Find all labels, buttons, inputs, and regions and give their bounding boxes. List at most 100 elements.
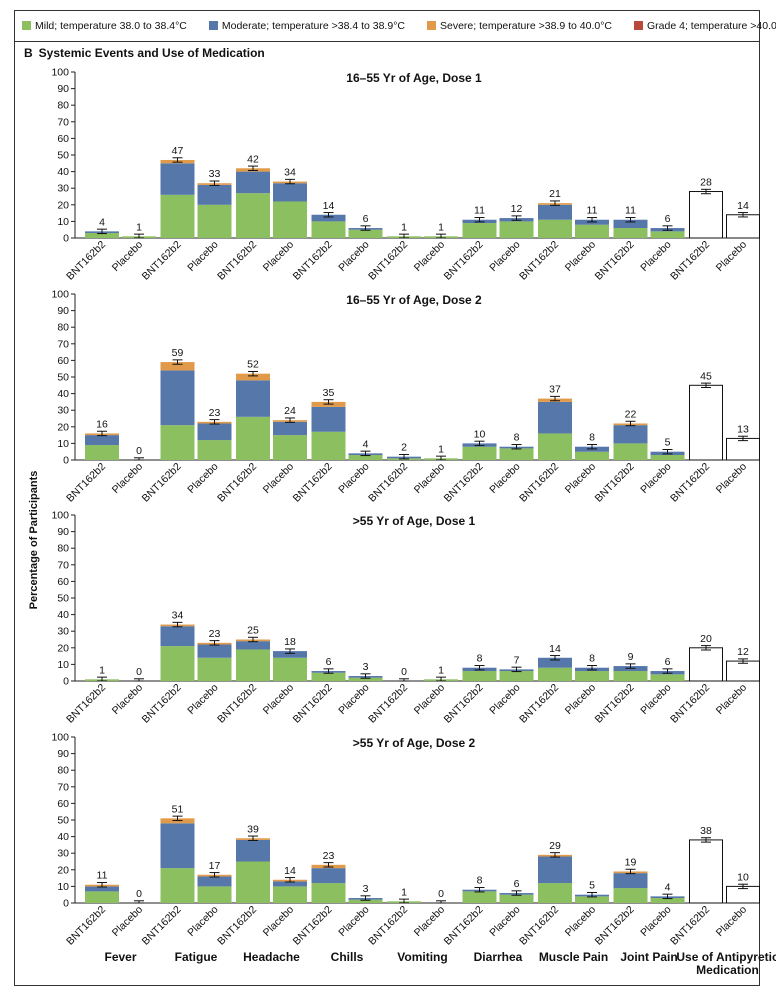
category-label: Medication: [696, 963, 759, 977]
bar-segment: [85, 233, 119, 238]
bar-outline: [689, 191, 723, 239]
chart-panel: >55 Yr of Age, Dose 10102030405060708090…: [51, 510, 760, 726]
x-tick-label: BNT162b2: [64, 239, 108, 283]
y-tick-label: 50: [57, 815, 69, 827]
x-tick-label: Placebo: [487, 461, 522, 496]
x-tick-label: Placebo: [487, 682, 522, 717]
bar-segment: [236, 193, 270, 238]
bar-segment: [613, 888, 648, 903]
data-label: 10: [737, 871, 749, 883]
bar-outline: [689, 839, 723, 904]
x-tick-label: Placebo: [412, 904, 447, 939]
bar-segment: [85, 891, 119, 903]
bar-segment: [236, 649, 270, 681]
data-label: 6: [326, 656, 332, 668]
bar-segment: [311, 868, 346, 884]
data-label: 13: [737, 423, 749, 435]
y-tick-label: 100: [51, 510, 69, 522]
chart-title: 16–55 Yr of Age, Dose 2: [346, 293, 482, 307]
bar-segment: [160, 163, 195, 195]
bar-segment: [538, 401, 572, 434]
x-tick-label: Placebo: [185, 461, 220, 496]
y-tick-label: 60: [57, 355, 69, 367]
data-label: 14: [323, 200, 335, 212]
legend-label: Grade 4; temperature >40.0°C: [647, 19, 776, 32]
x-tick-label: BNT162b2: [668, 461, 712, 505]
data-label: 5: [665, 437, 671, 449]
y-tick-label: 0: [63, 233, 69, 245]
bar-segment: [613, 873, 648, 889]
data-label: 5: [589, 880, 595, 892]
category-label: Fatigue: [175, 950, 218, 964]
y-tick-label: 20: [57, 864, 69, 876]
x-tick-label: Placebo: [714, 682, 749, 717]
category-label: Joint Pain: [620, 950, 677, 964]
data-label: 38: [700, 825, 712, 837]
data-label: 1: [438, 664, 444, 676]
category-label: Chills: [331, 950, 364, 964]
x-tick-label: Placebo: [638, 461, 673, 496]
y-tick-label: 40: [57, 166, 69, 178]
y-tick-label: 90: [57, 526, 69, 538]
bar-segment: [273, 651, 307, 658]
x-tick-label: BNT162b2: [215, 239, 259, 283]
bar-segment: [538, 883, 572, 903]
x-tick-label: BNT162b2: [593, 461, 637, 505]
data-label: 12: [511, 203, 523, 215]
x-tick-label: Placebo: [110, 904, 145, 939]
data-label: 11: [474, 205, 485, 217]
bar-segment: [197, 440, 232, 460]
data-label: 0: [438, 888, 444, 900]
x-tick-label: BNT162b2: [140, 239, 184, 283]
x-tick-label: Placebo: [638, 904, 673, 939]
x-tick-label: BNT162b2: [668, 239, 712, 283]
bar-segment: [575, 451, 609, 460]
bar-segment: [236, 171, 270, 194]
x-tick-label: Placebo: [638, 239, 673, 274]
bar-segment: [273, 421, 307, 436]
chart-title: >55 Yr of Age, Dose 2: [353, 736, 476, 750]
x-tick-label: Placebo: [412, 461, 447, 496]
bar-segment: [348, 899, 383, 903]
bar-segment: [311, 214, 346, 222]
data-label: 1: [99, 664, 105, 676]
data-label: 59: [172, 347, 184, 359]
x-tick-label: BNT162b2: [442, 461, 486, 505]
data-label: 20: [700, 633, 712, 645]
data-label: 39: [247, 823, 259, 835]
data-label: 35: [323, 387, 335, 399]
bar-segment: [538, 657, 572, 668]
legend-label: Severe; temperature >38.9 to 40.0°C: [439, 19, 612, 32]
y-tick-label: 70: [57, 559, 69, 571]
y-tick-label: 80: [57, 765, 69, 777]
data-label: 34: [284, 167, 296, 179]
legend-item: Severe; temperature >38.9 to 40.0°C: [426, 19, 612, 32]
y-tick-label: 80: [57, 543, 69, 555]
bar-segment: [197, 886, 232, 903]
legend-item: Grade 4; temperature >40.0°C: [634, 20, 776, 32]
x-tick-label: Placebo: [412, 682, 447, 717]
bar-outline: [726, 214, 760, 239]
data-label: 1: [401, 221, 407, 233]
x-tick-label: BNT162b2: [291, 682, 335, 726]
data-label: 4: [363, 438, 369, 450]
x-tick-label: Placebo: [563, 461, 598, 496]
y-tick-label: 60: [57, 133, 69, 145]
y-tick-label: 30: [57, 405, 69, 417]
data-label: 6: [665, 656, 671, 668]
x-tick-label: Placebo: [110, 461, 145, 496]
x-tick-label: Placebo: [563, 682, 598, 717]
y-tick-label: 70: [57, 116, 69, 128]
data-label: 2: [401, 442, 407, 454]
x-tick-label: BNT162b2: [291, 904, 335, 948]
x-tick-label: BNT162b2: [140, 682, 184, 726]
bar-segment: [236, 839, 270, 862]
data-label: 4: [99, 216, 105, 228]
data-label: 7: [514, 654, 520, 666]
data-label: 3: [363, 883, 369, 895]
y-tick-label: 0: [63, 898, 69, 910]
bar-segment: [236, 641, 270, 650]
chart-panel: >55 Yr of Age, Dose 20102030405060708090…: [51, 732, 760, 948]
bar-segment: [273, 657, 307, 681]
bar-segment: [613, 228, 648, 238]
